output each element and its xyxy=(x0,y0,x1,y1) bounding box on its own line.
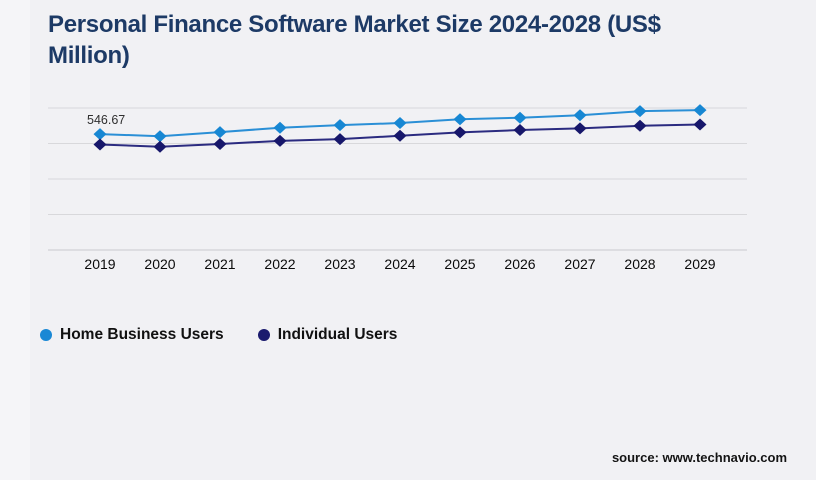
source-attribution: source: www.technavio.com xyxy=(611,450,787,465)
data-point-marker xyxy=(393,129,407,142)
data-point-marker xyxy=(573,122,587,135)
data-point-marker xyxy=(273,134,287,147)
data-point-marker xyxy=(633,105,647,118)
legend-label-home-business-users: Home Business Users xyxy=(60,326,224,343)
x-axis-label: 2025 xyxy=(444,256,475,272)
x-axis-label: 2029 xyxy=(684,256,715,272)
x-axis-label: 2019 xyxy=(84,256,115,272)
legend-label-individual-users: Individual Users xyxy=(277,326,398,343)
legend-item-individual-users: Individual Users xyxy=(257,326,398,344)
data-point-marker xyxy=(633,119,647,132)
x-axis-label: 2028 xyxy=(624,256,655,272)
chart-title: Personal Finance Software Market Size 20… xyxy=(48,11,661,69)
x-axis-label: 2027 xyxy=(564,256,595,272)
data-point-marker xyxy=(693,104,707,117)
data-point-marker xyxy=(333,119,347,132)
data-point-marker xyxy=(393,117,407,130)
data-point-marker xyxy=(573,109,587,122)
data-point-marker xyxy=(273,121,287,134)
data-point-marker xyxy=(513,124,527,137)
x-axis-label: 2020 xyxy=(144,256,175,272)
data-point-marker xyxy=(93,128,107,141)
data-point-marker xyxy=(453,113,467,126)
data-point-marker xyxy=(453,126,467,139)
x-axis-label: 2024 xyxy=(384,256,415,272)
data-point-marker xyxy=(213,126,227,139)
data-point-marker xyxy=(213,138,227,151)
data-point-marker xyxy=(333,133,347,146)
x-axis-label: 2021 xyxy=(204,256,235,272)
x-axis-label: 2023 xyxy=(324,256,355,272)
left-margin xyxy=(0,0,30,480)
data-point-marker xyxy=(93,138,107,151)
legend-item-home-business-users: Home Business Users xyxy=(40,326,224,344)
data-point-marker xyxy=(153,140,167,153)
x-axis-label: 2022 xyxy=(264,256,295,272)
legend-marker-individual-icon xyxy=(257,329,270,341)
legend-marker-home-business-icon xyxy=(40,329,52,341)
x-axis-label: 2026 xyxy=(504,256,535,272)
chart-legend: Home Business Users Individual Users xyxy=(40,324,397,346)
data-point-marker xyxy=(693,118,707,131)
data-point-marker xyxy=(513,111,527,124)
data-point-marker xyxy=(153,130,167,143)
data-point-label: 546.67 xyxy=(87,113,125,127)
